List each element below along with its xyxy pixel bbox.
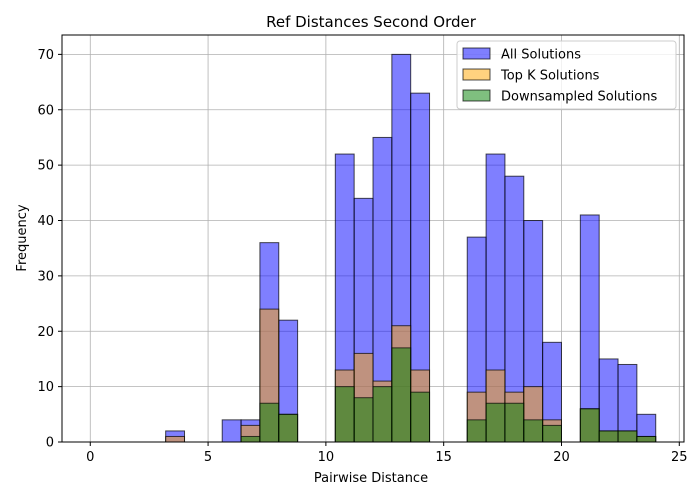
x-tick-label: 0 [86, 450, 94, 465]
histogram-bar-series-3 [410, 391, 431, 443]
x-axis-ticks: 0 5 10 15 20 25 [86, 442, 688, 465]
y-tick-label: 0 [46, 436, 54, 451]
x-tick-label: 15 [435, 450, 452, 465]
histogram-bar-series-3 [598, 430, 619, 443]
y-tick-label: 60 [37, 103, 54, 118]
legend-label: Downsampled Solutions [501, 90, 657, 105]
y-axis-ticks: 0 10 20 30 40 50 60 70 [37, 48, 62, 451]
histogram-bar-series-1 [598, 358, 619, 443]
histogram-bar-series-1 [617, 363, 638, 443]
y-tick-label: 50 [37, 159, 54, 174]
y-tick-label: 40 [37, 214, 54, 229]
x-tick-label: 5 [204, 450, 212, 465]
histogram-bar-series-3 [278, 413, 299, 443]
y-tick-label: 30 [37, 269, 54, 284]
legend-swatch [462, 89, 491, 102]
histogram-bar-series-3 [485, 402, 506, 443]
x-tick-label: 10 [318, 450, 335, 465]
histogram-bar-series-3 [504, 402, 525, 443]
plot-frame [61, 34, 685, 443]
histogram-bar-series-3 [636, 435, 657, 443]
histogram-bar-series-3 [334, 386, 355, 443]
legend-label: All Solutions [501, 48, 581, 63]
legend-swatch [462, 47, 491, 60]
x-axis-label: Pairwise Distance [314, 471, 428, 486]
x-tick-label: 25 [671, 450, 688, 465]
y-axis-label: Frequency [15, 204, 30, 271]
legend-label: Top K Solutions [500, 69, 600, 84]
histogram-bar-series-3 [617, 430, 638, 443]
histogram-bar-series-3 [391, 347, 412, 443]
histogram-bar-series-1 [221, 419, 242, 443]
histogram-bar-series-3 [240, 435, 261, 443]
histogram-bar-series-3 [466, 419, 487, 443]
y-tick-label: 10 [37, 380, 54, 395]
histogram-bar-series-3 [353, 397, 374, 443]
histogram-bar-series-1 [579, 214, 600, 443]
legend-box [456, 40, 677, 110]
legend: All Solutions Top K Solutions Downsampled … [456, 40, 677, 110]
chart-title: Ref Distances Second Order [266, 13, 477, 31]
histogram-bar-series-3 [372, 386, 393, 443]
y-tick-label: 20 [37, 325, 54, 340]
x-tick-label: 20 [553, 450, 570, 465]
histogram-bar-series-3 [579, 408, 600, 443]
histogram-bar-series-3 [523, 419, 544, 443]
histogram-bars [165, 53, 657, 443]
histogram-bar-series-3 [259, 402, 280, 443]
histogram-bar-series-2 [165, 435, 186, 443]
histogram-bar-series-3 [542, 424, 562, 443]
y-tick-label: 70 [37, 48, 54, 63]
legend-swatch [462, 68, 491, 81]
